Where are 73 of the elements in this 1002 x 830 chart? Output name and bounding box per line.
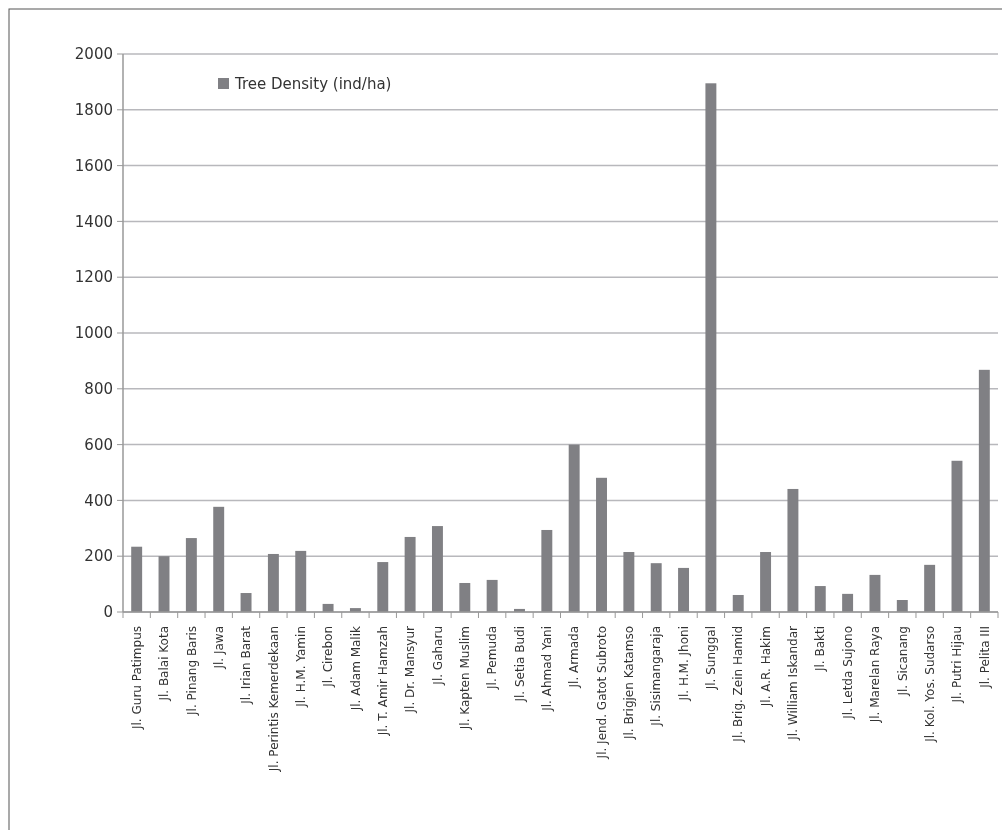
x-tick-label: Jl. Perintis Kemerdekaan [266,626,281,773]
x-tick-label: Jl. H.M. Jhoni [676,626,691,702]
x-tick-label: Jl. Setia Budi [512,626,527,703]
x-tick-label: Jl. Dr. Mansyur [403,625,418,714]
x-tick-label: Jl. Ahmad Yani [540,626,555,712]
bar [623,552,635,612]
bar [678,567,690,612]
x-tick-label: Jl. Gaharu [430,626,445,686]
bar [596,477,607,612]
bar [705,83,717,612]
bar [158,556,170,612]
x-tick-label: Jl. Armada [567,626,582,689]
bar [732,594,744,612]
bar [404,536,416,612]
x-tick-label: Jl. Pemuda [485,626,500,690]
y-tick-label: 1600 [74,156,113,175]
x-tick-label: Jl. Putri Hijau [950,626,965,704]
x-tick-label: Jl. Irian Barat [239,625,254,705]
bar [814,586,826,612]
bar [896,600,908,612]
legend-label: Tree Density (ind/ha) [234,75,392,94]
x-tick-label: Jl. Jawa [211,626,226,670]
x-tick-label: Jl. A.R. Hakim [758,626,773,708]
bar [541,529,553,612]
bar [760,552,772,612]
x-tick-label: Jl. William Iskandar [786,625,801,741]
x-tick-label: Jl. Kapten Muslim [458,626,472,731]
x-tick-label: Jl. Brig. Zein Hamid [731,626,746,743]
bar [486,579,498,612]
y-tick-label: 1400 [74,212,113,231]
bar [377,562,389,612]
x-tick-label: Jl. Marelan Raya [868,626,883,724]
y-tick-label: 1800 [74,101,113,120]
y-tick-label: 200 [84,547,113,566]
x-tick-label: Jl. Cirebon [321,626,336,688]
bar [924,564,936,612]
y-tick-label: 1200 [74,268,113,287]
y-tick-label: 1000 [74,324,113,343]
bar [213,506,225,612]
x-tick-label: Jl. Pelita III [977,626,992,689]
bar [842,593,854,612]
y-tick-label: 0 [103,603,113,622]
x-tick-label: Jl. Bakti [813,626,828,673]
bar [295,550,307,612]
x-tick-label: Jl. Sicanang [895,626,910,697]
y-tick-label: 2000 [74,45,113,64]
x-tick-label: Jl. Letda Sujono [840,626,855,720]
x-tick-label: Jl. Adam Malik [348,625,363,712]
x-tick-label: Jl. T. Amir Hamzah [375,626,390,737]
x-tick-label: Jl. Balai Kota [157,626,172,702]
bar [459,582,471,612]
bar [185,538,197,612]
bar [978,369,990,612]
x-tick-label: Jl. Sunggal [704,626,719,691]
bar [267,553,279,612]
x-tick-label: Jl. Sisimangaraja [649,626,664,727]
y-tick-label: 800 [84,380,113,399]
y-tick-label: 400 [84,491,113,510]
bar [951,460,963,612]
bar [650,563,662,612]
x-tick-label: Jl. H.M. Yamin [293,626,308,708]
bar [869,574,881,612]
y-tick-label: 600 [84,435,113,454]
bar [240,593,252,612]
x-tick-label: Jl. Pinang Baris [184,626,199,716]
x-tick-label: Jl. Kol. Yos. Sudarso [922,626,937,743]
bar [131,546,143,612]
bar [787,488,799,612]
x-tick-label: Jl. Brigjen Katamso [622,626,637,741]
x-tick-label: Jl. Jend. Gatot Subroto [594,626,609,760]
x-tick-label: Jl. Guru Patimpus [129,626,144,731]
bar [431,526,443,612]
bar [568,444,580,612]
